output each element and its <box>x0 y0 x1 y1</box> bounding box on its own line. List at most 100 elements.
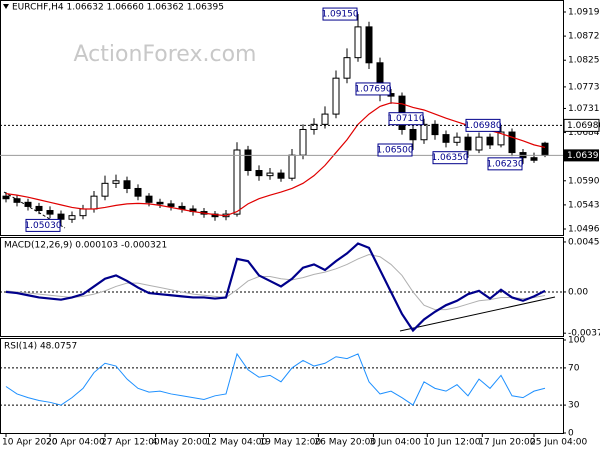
title-icon <box>3 4 9 9</box>
annotation-box <box>465 118 501 132</box>
candle-body <box>2 195 10 200</box>
trend-line <box>3 191 66 229</box>
y-tick-label: 1.08720 <box>568 32 600 42</box>
y-tick-label: 1.05430 <box>568 200 600 210</box>
candle-body <box>486 136 494 146</box>
candle-body <box>57 213 65 220</box>
x-tick-label: 10 Jun 12:00 <box>423 438 480 448</box>
last-price-box <box>564 149 599 162</box>
last-price-label: 1.06395 <box>567 151 600 161</box>
x-tick-label: 10 Apr 2020 <box>2 438 58 448</box>
candle-body <box>475 136 483 151</box>
indicator-line <box>5 253 546 311</box>
candle-body <box>541 142 549 156</box>
annotation-box <box>432 151 468 165</box>
annotation-box <box>388 112 424 126</box>
y-tick-label: 30 <box>568 401 580 411</box>
candle-body <box>68 215 76 220</box>
y-tick-label: 0.00 <box>568 287 588 297</box>
trend-line <box>399 296 556 332</box>
x-tick-label: 20 Apr 04:00 <box>46 438 105 448</box>
candle-body <box>530 157 538 161</box>
main-panel <box>0 0 564 236</box>
candle-body <box>354 26 362 59</box>
candle-body <box>365 26 373 64</box>
candle-body <box>288 154 296 179</box>
annotation-label: 1.09150 <box>321 10 358 20</box>
indicator-line <box>5 242 546 333</box>
indicator-line <box>5 352 546 406</box>
candle-body <box>112 180 120 184</box>
x-tick-label: 25 Jun 04:00 <box>530 438 587 448</box>
candle-body <box>431 123 439 136</box>
annotation-label: 1.07690 <box>354 84 391 94</box>
candle-body <box>35 205 43 212</box>
level-box <box>563 118 600 132</box>
candle-body <box>299 128 307 156</box>
candle-body <box>442 134 450 143</box>
candle-body <box>79 208 87 217</box>
rsi-panel <box>0 338 564 434</box>
y-tick-label: 0 <box>568 429 574 439</box>
annotation-box <box>487 157 523 171</box>
candle-body <box>156 201 164 205</box>
candle-body <box>497 131 505 146</box>
x-tick-label: 19 May 12:00 <box>259 438 321 448</box>
candle-body <box>420 123 428 141</box>
candle-body <box>24 201 32 207</box>
candle-body <box>46 210 54 215</box>
macd-panel <box>0 237 564 337</box>
y-tick-label: 1.08250 <box>568 56 600 66</box>
candle-body <box>409 128 417 141</box>
annotation-box <box>25 218 61 232</box>
x-tick-label: 12 May 04:00 <box>206 438 268 448</box>
x-tick-label: 3 Jun 04:00 <box>369 438 421 448</box>
annotation-box <box>355 82 391 96</box>
candle-body <box>332 77 340 115</box>
candle-body <box>244 149 252 172</box>
y-tick-label: 1.07730 <box>568 82 600 92</box>
y-tick-label: 1.07310 <box>568 104 600 114</box>
candle-body <box>508 131 516 154</box>
annotation-label: 1.06500 <box>376 145 413 155</box>
y-tick-label: 1.05900 <box>568 176 600 186</box>
watermark: ActionForex.com <box>74 42 257 67</box>
annotation-label: 1.05030 <box>24 221 61 231</box>
y-tick-label: 1.04960 <box>568 224 600 234</box>
annotation-label: 1.07110 <box>387 114 424 124</box>
candle-body <box>277 172 285 179</box>
candle-body <box>255 170 263 177</box>
level-label: 1.06980 <box>567 121 600 131</box>
y-tick-label: 1.09190 <box>568 8 600 18</box>
moving-average <box>5 102 546 217</box>
candle-body <box>464 136 472 151</box>
annotation-box <box>322 7 358 21</box>
y-tick-label: 0.00454 <box>568 237 600 247</box>
y-tick-label: 70 <box>568 363 580 373</box>
y-tick-label: 1.06840 <box>568 128 600 138</box>
candle-body <box>145 195 153 203</box>
annotation-label: 1.06350 <box>431 153 468 163</box>
macd-title: MACD(12,26,9) 0.000103 -0.000321 <box>4 241 167 251</box>
candle-body <box>167 203 175 207</box>
x-tick-label: 17 Jun 20:00 <box>478 438 535 448</box>
chart-title: EURCHF,H4 1.06632 1.06660 1.06362 1.0639… <box>12 3 224 13</box>
candle-body <box>101 182 109 197</box>
y-tick-label: -0.003745 <box>568 329 600 339</box>
rsi-title: RSI(14) 48.0757 <box>4 342 77 352</box>
y-tick-label: 100 <box>568 336 585 346</box>
candle-body <box>310 123 318 130</box>
candle-body <box>233 149 241 215</box>
annotation-box <box>377 143 413 157</box>
candle-body <box>453 136 461 143</box>
candle-body <box>90 195 98 210</box>
candle-body <box>123 180 131 189</box>
x-tick-label: 27 Apr 12:00 <box>101 438 160 448</box>
candle-body <box>321 113 329 125</box>
candle-body <box>266 172 274 177</box>
candle-body <box>134 187 142 197</box>
annotation-label: 1.06980 <box>464 121 501 131</box>
candle-body <box>343 57 351 79</box>
annotation-label: 1.06230 <box>486 159 523 169</box>
